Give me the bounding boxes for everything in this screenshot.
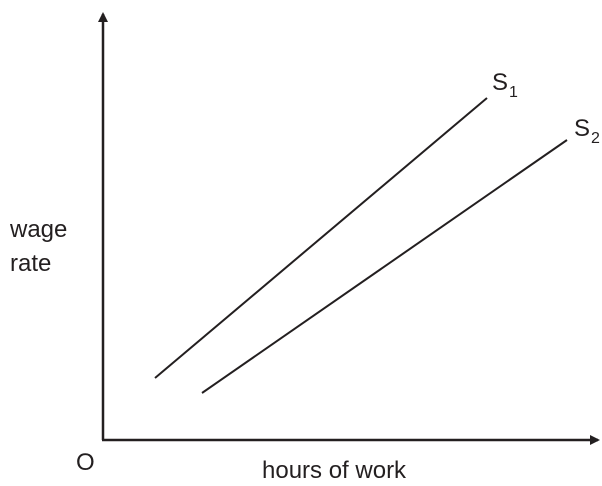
x-axis-label: hours of work [262,457,407,484]
supply-curve-2 [201,139,568,394]
curve-label: S [492,69,508,96]
origin-label: O [76,449,95,476]
curve-label: S [574,115,590,142]
supply-curve-1 [154,97,488,379]
curve-subscript: 2 [591,130,600,147]
curve-subscript: 1 [509,84,518,101]
y-axis-label: wage [9,216,67,243]
y-axis-label: rate [10,250,51,277]
